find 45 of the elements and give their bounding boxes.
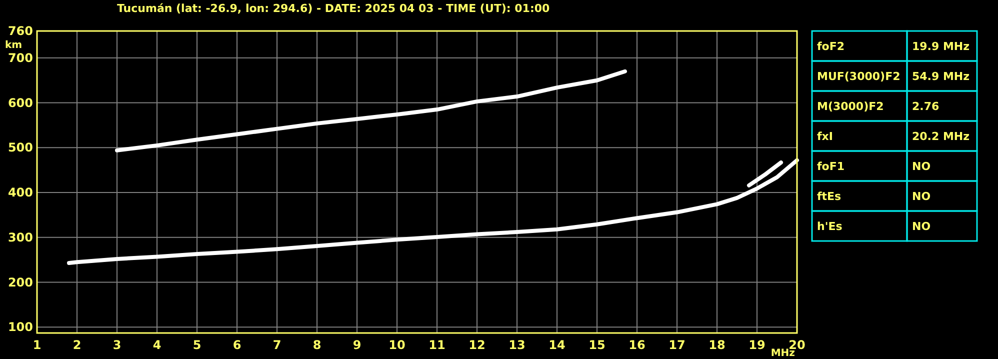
y-tick-label: 700 (8, 50, 33, 65)
text: 54.9 MHz (912, 70, 970, 83)
x-tick-label: 2 (72, 338, 82, 352)
x-tick-label: 8 (312, 338, 322, 352)
x-tick-label: 3 (112, 338, 122, 352)
x-tick-label: 11 (428, 338, 446, 352)
text: NO (912, 160, 931, 173)
text: fxI (817, 130, 833, 143)
text: ftEs (817, 190, 842, 203)
y-tick-label: 600 (8, 96, 33, 110)
y-axis-title: km (5, 40, 22, 51)
text: h'Es (817, 220, 843, 233)
x-tick-label: 7 (272, 338, 282, 352)
line-series (115, 69, 627, 152)
y-tick-label: 760 (8, 24, 33, 38)
y-tick-label: 300 (8, 230, 33, 244)
y-tick-label: 200 (8, 275, 33, 290)
x-tick-label: 13 (508, 338, 526, 352)
text: MUF(3000)F2 (817, 70, 900, 83)
x-tick-label: 12 (468, 338, 486, 352)
y-tick-label: 100 (8, 320, 33, 334)
y-tick-label: 400 (8, 186, 33, 200)
x-tick-label: 9 (352, 338, 362, 352)
x-tick-label: 5 (192, 338, 202, 352)
text: 19.9 MHz (912, 40, 970, 53)
x-tick-label: 18 (708, 338, 726, 352)
x-tick-label: 19 (748, 338, 766, 352)
x-tick-label: 10 (388, 338, 406, 352)
x-tick-label: 14 (548, 338, 566, 352)
x-tick-label: 6 (232, 338, 242, 352)
text: foF1 (817, 160, 845, 173)
x-tick-label: 1 (32, 338, 42, 352)
line-series (67, 158, 799, 265)
text: NO (912, 220, 931, 233)
x-tick-label: 15 (588, 338, 606, 352)
text: NO (912, 190, 931, 203)
text: M(3000)F2 (817, 100, 884, 113)
x-tick-label: 4 (152, 338, 162, 352)
text: 2.76 (912, 100, 940, 113)
x-tick-label: 17 (668, 338, 686, 352)
text: foF2 (817, 40, 845, 53)
y-tick-label: 500 (8, 140, 33, 155)
x-tick-label: 16 (628, 338, 646, 352)
chart-title: Tucumán (lat: -26.9, lon: 294.6) - DATE: 2025 04 03 - TIME (UT): 01:00 (117, 2, 550, 15)
text: 20.2 MHz (912, 130, 970, 143)
